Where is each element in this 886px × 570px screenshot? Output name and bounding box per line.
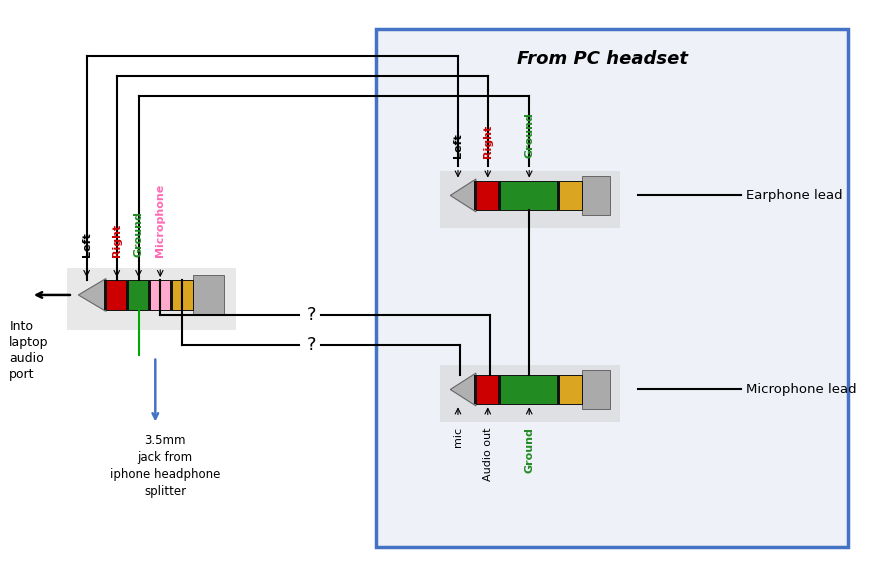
Bar xyxy=(171,280,193,310)
Bar xyxy=(582,176,610,215)
Text: Ground: Ground xyxy=(525,112,534,158)
Bar xyxy=(476,181,500,210)
Text: Audio out: Audio out xyxy=(483,428,493,481)
Text: Microphone lead: Microphone lead xyxy=(746,383,857,396)
Bar xyxy=(500,181,559,210)
Text: Left: Left xyxy=(82,233,91,257)
Bar xyxy=(148,280,151,310)
Bar xyxy=(169,280,173,310)
Text: Microphone: Microphone xyxy=(155,184,165,257)
Bar xyxy=(440,170,620,228)
Text: 3.5mm
jack from
iphone headphone
splitter: 3.5mm jack from iphone headphone splitte… xyxy=(110,434,221,498)
Text: mic: mic xyxy=(453,428,463,447)
Bar xyxy=(150,280,171,310)
Bar xyxy=(475,374,478,405)
Polygon shape xyxy=(78,279,106,311)
Bar xyxy=(498,374,501,405)
Polygon shape xyxy=(450,373,476,406)
Bar xyxy=(557,181,560,210)
FancyBboxPatch shape xyxy=(377,29,848,547)
Bar xyxy=(105,280,107,310)
Text: ?: ? xyxy=(307,336,316,354)
Bar xyxy=(498,181,501,210)
Bar xyxy=(557,374,560,405)
Text: Right: Right xyxy=(483,124,493,158)
Bar xyxy=(559,374,582,405)
Bar xyxy=(128,280,150,310)
Bar xyxy=(106,280,128,310)
Text: Right: Right xyxy=(112,224,121,257)
Bar xyxy=(475,181,478,210)
Bar xyxy=(440,365,620,422)
Bar xyxy=(559,181,582,210)
Bar xyxy=(126,280,129,310)
Bar xyxy=(193,275,224,315)
Text: Ground: Ground xyxy=(525,428,534,473)
Bar xyxy=(66,268,237,330)
Text: From PC headset: From PC headset xyxy=(517,50,688,68)
Text: Ground: Ground xyxy=(134,211,144,257)
Bar xyxy=(582,369,610,409)
Text: ?: ? xyxy=(307,306,316,324)
Text: Left: Left xyxy=(453,133,463,158)
Text: Earphone lead: Earphone lead xyxy=(746,189,843,202)
Bar xyxy=(500,374,559,405)
Text: Into
laptop
audio
port: Into laptop audio port xyxy=(9,320,49,381)
Polygon shape xyxy=(450,179,476,212)
Bar xyxy=(476,374,500,405)
